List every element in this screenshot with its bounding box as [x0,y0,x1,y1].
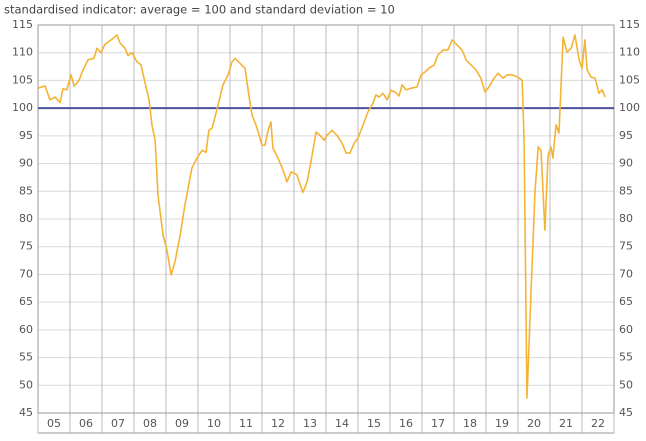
y-tick-label: 115 [12,18,33,31]
y2-tick-label: 75 [619,240,633,253]
x-tick-label: 14 [335,417,349,430]
y-tick-label: 105 [12,73,33,86]
y2-tick-label: 80 [619,212,633,225]
y2-tick-label: 60 [619,323,633,336]
y-tick-label: 55 [19,351,33,364]
y-tick-label: 80 [19,212,33,225]
y-tick-label: 90 [19,157,33,170]
y-tick-label: 50 [19,378,33,391]
x-tick-label: 11 [239,417,253,430]
x-tick-label: 07 [111,417,125,430]
y2-tick-label: 50 [619,378,633,391]
y-tick-label: 95 [19,129,33,142]
y2-tick-label: 95 [619,129,633,142]
x-tick-label: 20 [527,417,541,430]
x-tick-label: 17 [431,417,445,430]
y2-tick-label: 105 [619,73,640,86]
y-tick-label: 45 [19,406,33,419]
x-tick-label: 09 [175,417,189,430]
y2-tick-label: 70 [619,267,633,280]
y-tick-label: 100 [12,101,33,114]
y-tick-label: 65 [19,295,33,308]
chart-title: standardised indicator: average = 100 an… [4,3,395,17]
y2-tick-label: 45 [619,406,633,419]
y2-tick-label: 100 [619,101,640,114]
x-tick-label: 21 [559,417,573,430]
x-tick-label: 15 [367,417,381,430]
x-tick-label: 18 [463,417,477,430]
x-tick-label: 12 [271,417,285,430]
y2-tick-label: 110 [619,46,640,59]
x-tick-label: 13 [303,417,317,430]
y2-tick-label: 90 [619,157,633,170]
y-tick-label: 85 [19,184,33,197]
x-tick-label: 16 [399,417,413,430]
x-tick-label: 19 [495,417,509,430]
y-tick-label: 75 [19,240,33,253]
y2-tick-label: 55 [619,351,633,364]
y2-tick-label: 65 [619,295,633,308]
y-tick-label: 70 [19,267,33,280]
y-tick-label: 110 [12,46,33,59]
x-tick-label: 10 [207,417,221,430]
plot-frame [37,24,615,414]
y-tick-label: 60 [19,323,33,336]
y2-tick-label: 85 [619,184,633,197]
x-tick-label: 22 [591,417,605,430]
x-tick-label: 08 [143,417,157,430]
y2-tick-label: 115 [619,18,640,31]
x-tick-label: 05 [47,417,61,430]
x-tick-label: 06 [79,417,93,430]
data-line [37,34,606,399]
